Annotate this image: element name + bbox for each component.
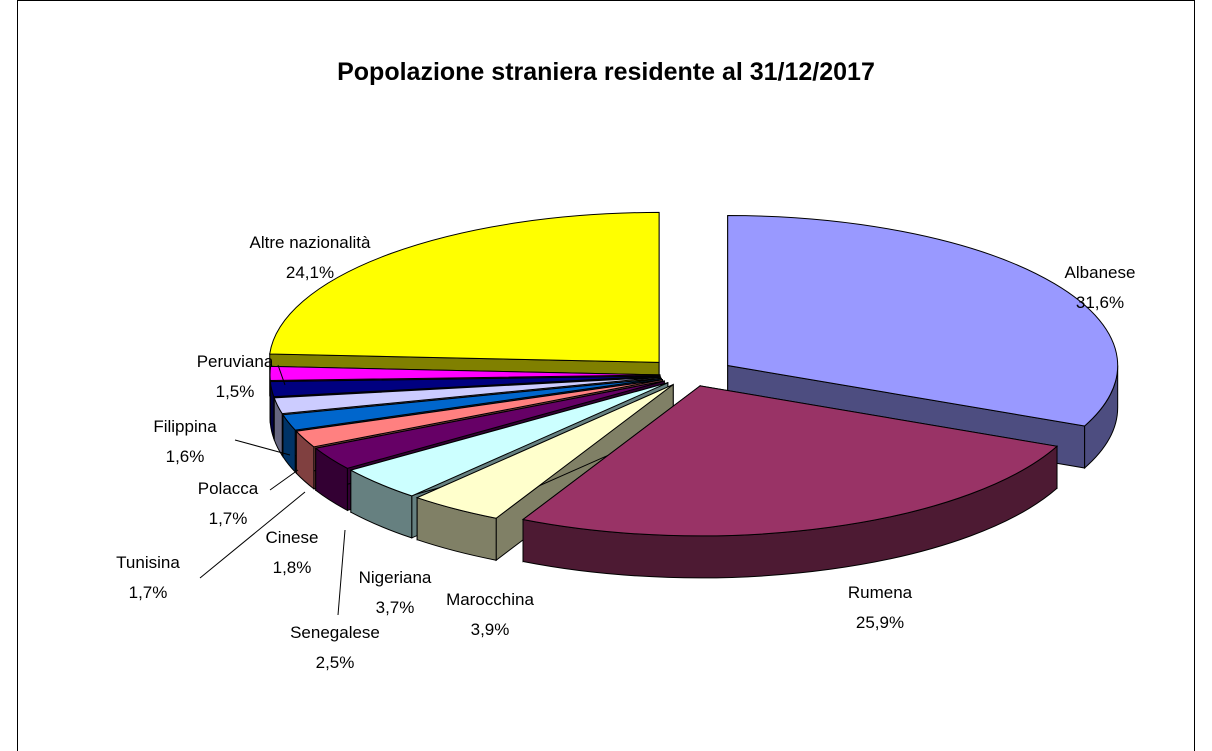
slice-value-label: 25,9% (856, 613, 904, 632)
slice-top (269, 375, 661, 398)
slice-value-label: 1,6% (166, 447, 205, 466)
slice-label: Nigeriana (359, 568, 432, 587)
slice-label: Altre nazionalità (250, 233, 372, 252)
slice-label: Cinese (266, 528, 319, 547)
slice-label: Rumena (848, 583, 913, 602)
slice-label: Polacca (198, 479, 259, 498)
pie-slice (521, 384, 1059, 579)
slice-label: Marocchina (446, 590, 534, 609)
slice-value-label: 1,5% (216, 382, 255, 401)
slice-top (521, 385, 1059, 537)
slice-value-label: 2,5% (316, 653, 355, 672)
leader-line (269, 469, 299, 491)
leader-line (234, 439, 291, 456)
slice-value-label: 3,9% (471, 620, 510, 639)
slice-top (415, 384, 674, 519)
chart-title: Popolazione straniera residente al 31/12… (337, 58, 875, 86)
slice-label: Filippina (153, 417, 217, 436)
slice-top (314, 380, 665, 469)
slice-label: Peruviana (197, 352, 274, 371)
slice-value-label: 3,7% (376, 598, 415, 617)
slice-label: Albanese (1065, 263, 1136, 282)
leader-line (199, 491, 306, 579)
slice-top (295, 379, 663, 448)
slice-value-label: 1,7% (209, 509, 248, 528)
slice-top (269, 211, 660, 363)
slice-top (273, 376, 661, 415)
leader-line (337, 529, 346, 616)
slice-top (282, 377, 662, 431)
slice-value-label: 1,8% (273, 558, 312, 577)
slice-top (349, 382, 669, 497)
leader-line (277, 364, 286, 386)
slice-label: Senegalese (290, 623, 380, 642)
slice-label: Tunisina (116, 553, 180, 572)
slice-value-label: 24,1% (286, 263, 334, 282)
slice-value-label: 31,6% (1076, 293, 1124, 312)
slice-top (727, 215, 1119, 427)
slice-value-label: 1,7% (129, 583, 168, 602)
slice-top (269, 365, 661, 382)
